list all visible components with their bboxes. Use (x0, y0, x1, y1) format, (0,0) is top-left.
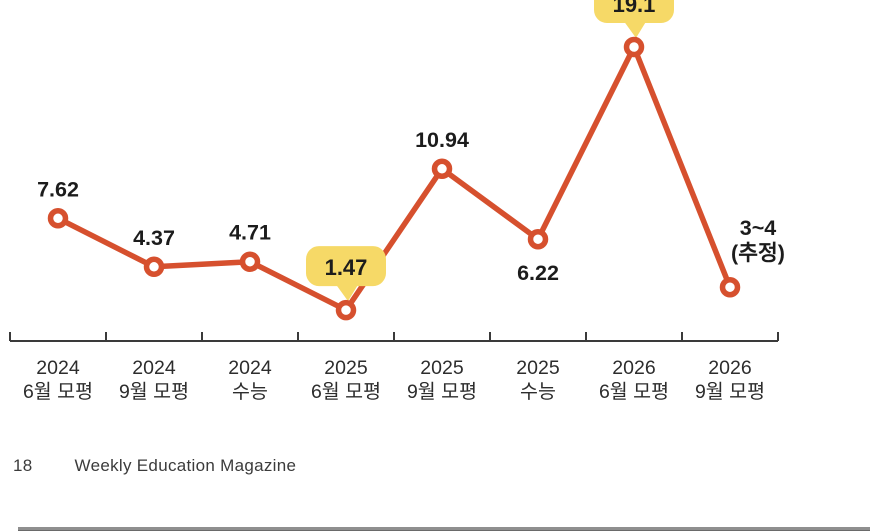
value-label: 10.94 (415, 128, 469, 152)
bubble-value-label: 1.47 (325, 255, 368, 280)
data-point-marker (623, 36, 645, 58)
data-point-marker (143, 256, 165, 278)
x-axis-label: 2025 6월 모평 (311, 357, 381, 403)
data-point-marker (335, 299, 357, 321)
x-axis-label: 2026 9월 모평 (695, 357, 765, 403)
value-label: 4.71 (229, 221, 271, 245)
value-label: 3~4 (추정) (731, 216, 785, 265)
page-footer: 18 Weekly Education Magazine (13, 456, 296, 476)
x-axis-label: 2025 수능 (516, 357, 560, 403)
highlight-bubble: 19.1 (594, 0, 674, 39)
data-point-marker (47, 208, 69, 229)
data-point-marker (719, 276, 741, 298)
value-label: 4.37 (133, 226, 175, 250)
data-line (55, 44, 733, 313)
page-bottom-edge-line (18, 527, 870, 531)
value-label: 6.22 (517, 261, 559, 285)
x-axis-label: 2026 6월 모평 (599, 357, 669, 403)
x-axis-label: 2024 수능 (228, 357, 272, 403)
x-axis-label: 2025 9월 모평 (407, 357, 477, 403)
data-point-marker (527, 228, 549, 250)
x-axis-label: 2024 6월 모평 (23, 357, 93, 403)
data-point-marker (431, 158, 453, 180)
x-axis-label: 2024 9월 모평 (119, 357, 189, 403)
bubble-value-label: 19.1 (613, 0, 656, 17)
data-point-marker (239, 251, 261, 272)
page-number: 18 (13, 456, 33, 475)
magazine-title: Weekly Education Magazine (74, 456, 297, 475)
highlight-bubble: 1.47 (306, 246, 386, 302)
value-label: 7.62 (37, 177, 79, 201)
